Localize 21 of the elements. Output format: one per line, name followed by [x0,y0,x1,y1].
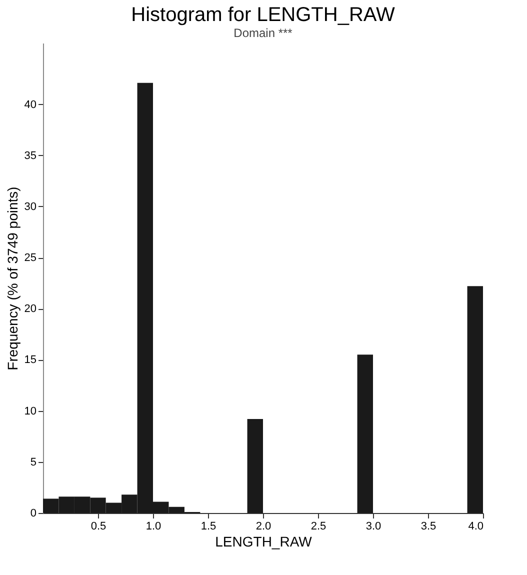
x-tick-label: 0.5 [90,520,106,532]
y-tick-label: 10 [24,405,36,418]
x-tick-label: 2.0 [256,520,272,532]
y-tick-label: 25 [24,252,36,264]
chart-title: Histogram for LENGTH_RAW [131,4,395,26]
y-tick-label: 40 [24,98,36,111]
y-tick-label: 35 [24,150,36,162]
y-tick-label: 15 [24,354,36,366]
x-tick-label: 2.5 [310,520,326,532]
x-tick-label: 3.0 [366,520,382,532]
y-tick-label: 5 [30,456,36,468]
y-axis-title: Frequency (% of 3749 points) [4,186,20,370]
y-tick-label: 30 [24,200,36,213]
x-tick-label: 3.5 [420,520,436,532]
chart-subtitle: Domain *** [234,26,293,40]
x-tick-label: 1.5 [200,520,216,532]
x-tick-label: 1.0 [146,520,162,532]
x-tick-label: 4.0 [468,520,484,532]
x-axis-title: LENGTH_RAW [215,534,313,550]
y-tick-label: 20 [24,303,36,316]
y-tick-label: 0 [30,508,36,520]
